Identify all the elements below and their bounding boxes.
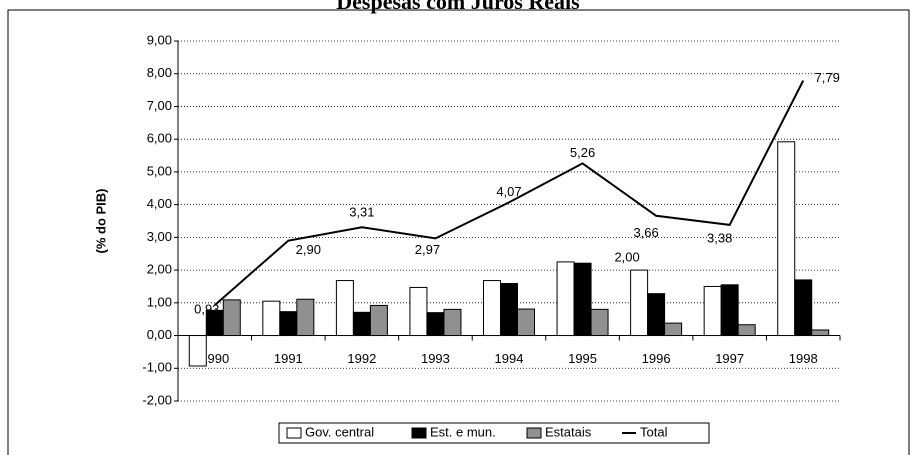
legend-swatch [526,427,542,439]
bar [279,311,298,337]
chart-border [7,9,910,455]
bar [188,335,207,367]
x-tick-label: 1990 [200,351,229,366]
bar [335,280,354,337]
data-label: 4,07 [496,184,521,199]
x-tick-label: 1991 [274,351,303,366]
bar [517,308,535,337]
bar [794,279,813,337]
y-tick-label: 0,00 [147,327,172,342]
bar [630,269,649,337]
y-tick-label: 7,00 [147,98,172,113]
legend-box [278,422,710,444]
x-tick-label: 1998 [789,351,818,366]
bar [720,284,739,337]
legend-label: Gov. central [305,424,374,439]
legend-label: Total [640,424,668,439]
bar [573,262,592,337]
legend-label: Estatais [545,424,592,439]
bar [737,324,756,337]
bar [443,308,462,337]
data-label: 3,66 [633,225,658,240]
legend-label: Est. e mun. [430,424,496,439]
x-tick-label: 1992 [347,351,376,366]
data-label: 5,26 [570,145,595,160]
chart-title: Despesas com Juros Reais [336,0,580,14]
bar [426,312,445,337]
bar [777,141,796,337]
bar [352,311,371,337]
y-tick-label: 1,00 [147,294,172,309]
bar [647,293,666,337]
bar [811,329,830,337]
data-label: 2,97 [415,242,440,257]
bar [369,304,388,337]
y-tick-label: 3,00 [147,229,172,244]
data-label: 2,00 [614,250,639,265]
x-tick-label: 1996 [642,351,671,366]
y-tick-label: 9,00 [147,32,172,47]
y-tick-label: -1,00 [142,360,172,375]
y-tick-label: 2,00 [147,262,172,277]
y-tick-label: 6,00 [147,131,172,146]
bar [483,280,501,337]
data-label: 3,38 [707,230,732,245]
bar [590,308,609,337]
bar [409,286,428,337]
y-axis-label: (% do PIB) [93,189,108,254]
bar [296,298,315,337]
bar [500,283,518,337]
bar [703,285,722,337]
bar [262,300,281,337]
y-tick-label: 5,00 [147,163,172,178]
data-label: 2,90 [296,242,321,257]
x-tick-label: 1993 [421,351,450,366]
x-tick-label: 1997 [715,351,744,366]
legend-swatch [411,427,427,439]
data-label: 0,93 [194,302,219,317]
legend-swatch [286,427,302,439]
y-tick-label: 4,00 [147,196,172,211]
data-label: 3,31 [349,205,374,220]
bar [222,299,241,337]
x-tick-label: 1995 [568,351,597,366]
line [214,80,805,306]
data-label: 7,79 [815,70,840,85]
x-tick-label: 1994 [495,351,524,366]
bar [556,261,575,337]
bar [664,322,683,337]
y-tick-label: -2,00 [142,392,172,407]
y-tick-label: 8,00 [147,65,172,80]
